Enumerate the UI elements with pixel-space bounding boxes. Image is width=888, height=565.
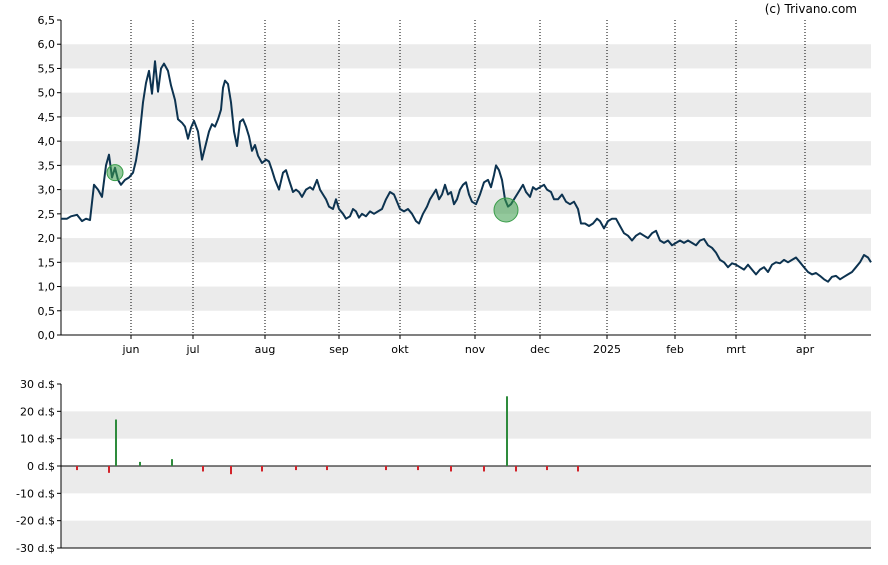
y-tick-label: 2,5 bbox=[38, 208, 56, 221]
dividend-bar bbox=[115, 419, 117, 466]
dividend-bar bbox=[515, 466, 517, 472]
dividend-bar bbox=[506, 396, 508, 466]
dividend-bar bbox=[326, 466, 328, 471]
x-tick-label: jun bbox=[122, 343, 140, 356]
dividend-bar bbox=[230, 466, 232, 475]
dividend-bar bbox=[108, 466, 110, 473]
dividend-marker bbox=[106, 164, 124, 182]
y-tick-label: 6,5 bbox=[38, 14, 56, 27]
y-tick-label: 0,5 bbox=[38, 305, 56, 318]
y-tick-label: 6,0 bbox=[38, 38, 56, 51]
y-tick-label: -20 d.$ bbox=[16, 515, 55, 528]
grid-band bbox=[61, 141, 871, 166]
y-tick-label: 5,5 bbox=[38, 62, 56, 75]
x-tick-label: nov bbox=[465, 343, 486, 356]
y-tick-label: 3,0 bbox=[38, 184, 56, 197]
dividend-bar bbox=[577, 466, 579, 472]
grid-band bbox=[61, 286, 871, 311]
price-line bbox=[61, 60, 872, 283]
x-tick-label: mrt bbox=[726, 343, 746, 356]
grid-band bbox=[61, 411, 871, 439]
dividend-bar bbox=[546, 466, 548, 471]
y-tick-label: 20 d.$ bbox=[20, 405, 55, 418]
y-tick-label: 2,0 bbox=[38, 232, 56, 245]
grid-band bbox=[61, 466, 871, 494]
dividend-bar bbox=[261, 466, 263, 472]
y-tick-label: 5,0 bbox=[38, 87, 56, 100]
dividend-bar bbox=[76, 466, 78, 471]
dividend-bar bbox=[483, 466, 485, 472]
y-tick-label: 0,0 bbox=[38, 329, 56, 342]
x-tick-label: jul bbox=[185, 343, 199, 356]
dividend-marker bbox=[493, 197, 519, 223]
grid-band bbox=[61, 520, 871, 548]
y-tick-label: 4,0 bbox=[38, 135, 56, 148]
watermark: (c) Trivano.com bbox=[765, 2, 857, 16]
grid-band bbox=[61, 189, 871, 214]
dividend-bar bbox=[295, 466, 297, 471]
x-tick-label: feb bbox=[666, 343, 684, 356]
dividend-bar bbox=[171, 459, 173, 466]
x-tick-label: 2025 bbox=[593, 343, 621, 356]
y-tick-label: 1,0 bbox=[38, 281, 56, 294]
x-tick-label: apr bbox=[796, 343, 815, 356]
grid-band bbox=[61, 44, 871, 69]
y-tick-label: 3,5 bbox=[38, 159, 56, 172]
dividend-bar bbox=[450, 466, 452, 472]
y-tick-label: 30 d.$ bbox=[20, 378, 55, 391]
y-tick-label: 10 d.$ bbox=[20, 433, 55, 446]
grid-band bbox=[61, 92, 871, 117]
price-chart: 0,0 0,5 1,0 1,5 2,0 2,5 3,0 3,5 4,0 4,5 5,0 5,5 6,0 6… bbox=[38, 14, 872, 356]
x-tick-label: aug bbox=[255, 343, 276, 356]
x-tick-label: okt bbox=[391, 343, 409, 356]
grid-band bbox=[61, 238, 871, 263]
y-tick-label: 1,5 bbox=[38, 256, 56, 269]
y-tick-label: -30 d.$ bbox=[16, 542, 55, 555]
dividend-chart: -30 d.$ -20 d.$ -10 d.$ 0 d.$ 10 d.$ 20 d.$ 30… bbox=[16, 378, 871, 555]
y-tick-label: 4,5 bbox=[38, 111, 56, 124]
dividend-bar bbox=[385, 466, 387, 471]
y-tick-label: 0 d.$ bbox=[27, 460, 55, 473]
dividend-bar bbox=[417, 466, 419, 471]
x-tick-label: sep bbox=[329, 343, 348, 356]
dividend-bar bbox=[139, 461, 141, 466]
dividend-bar bbox=[202, 466, 204, 472]
x-tick-label: dec bbox=[530, 343, 550, 356]
y-tick-label: -10 d.$ bbox=[16, 487, 55, 500]
